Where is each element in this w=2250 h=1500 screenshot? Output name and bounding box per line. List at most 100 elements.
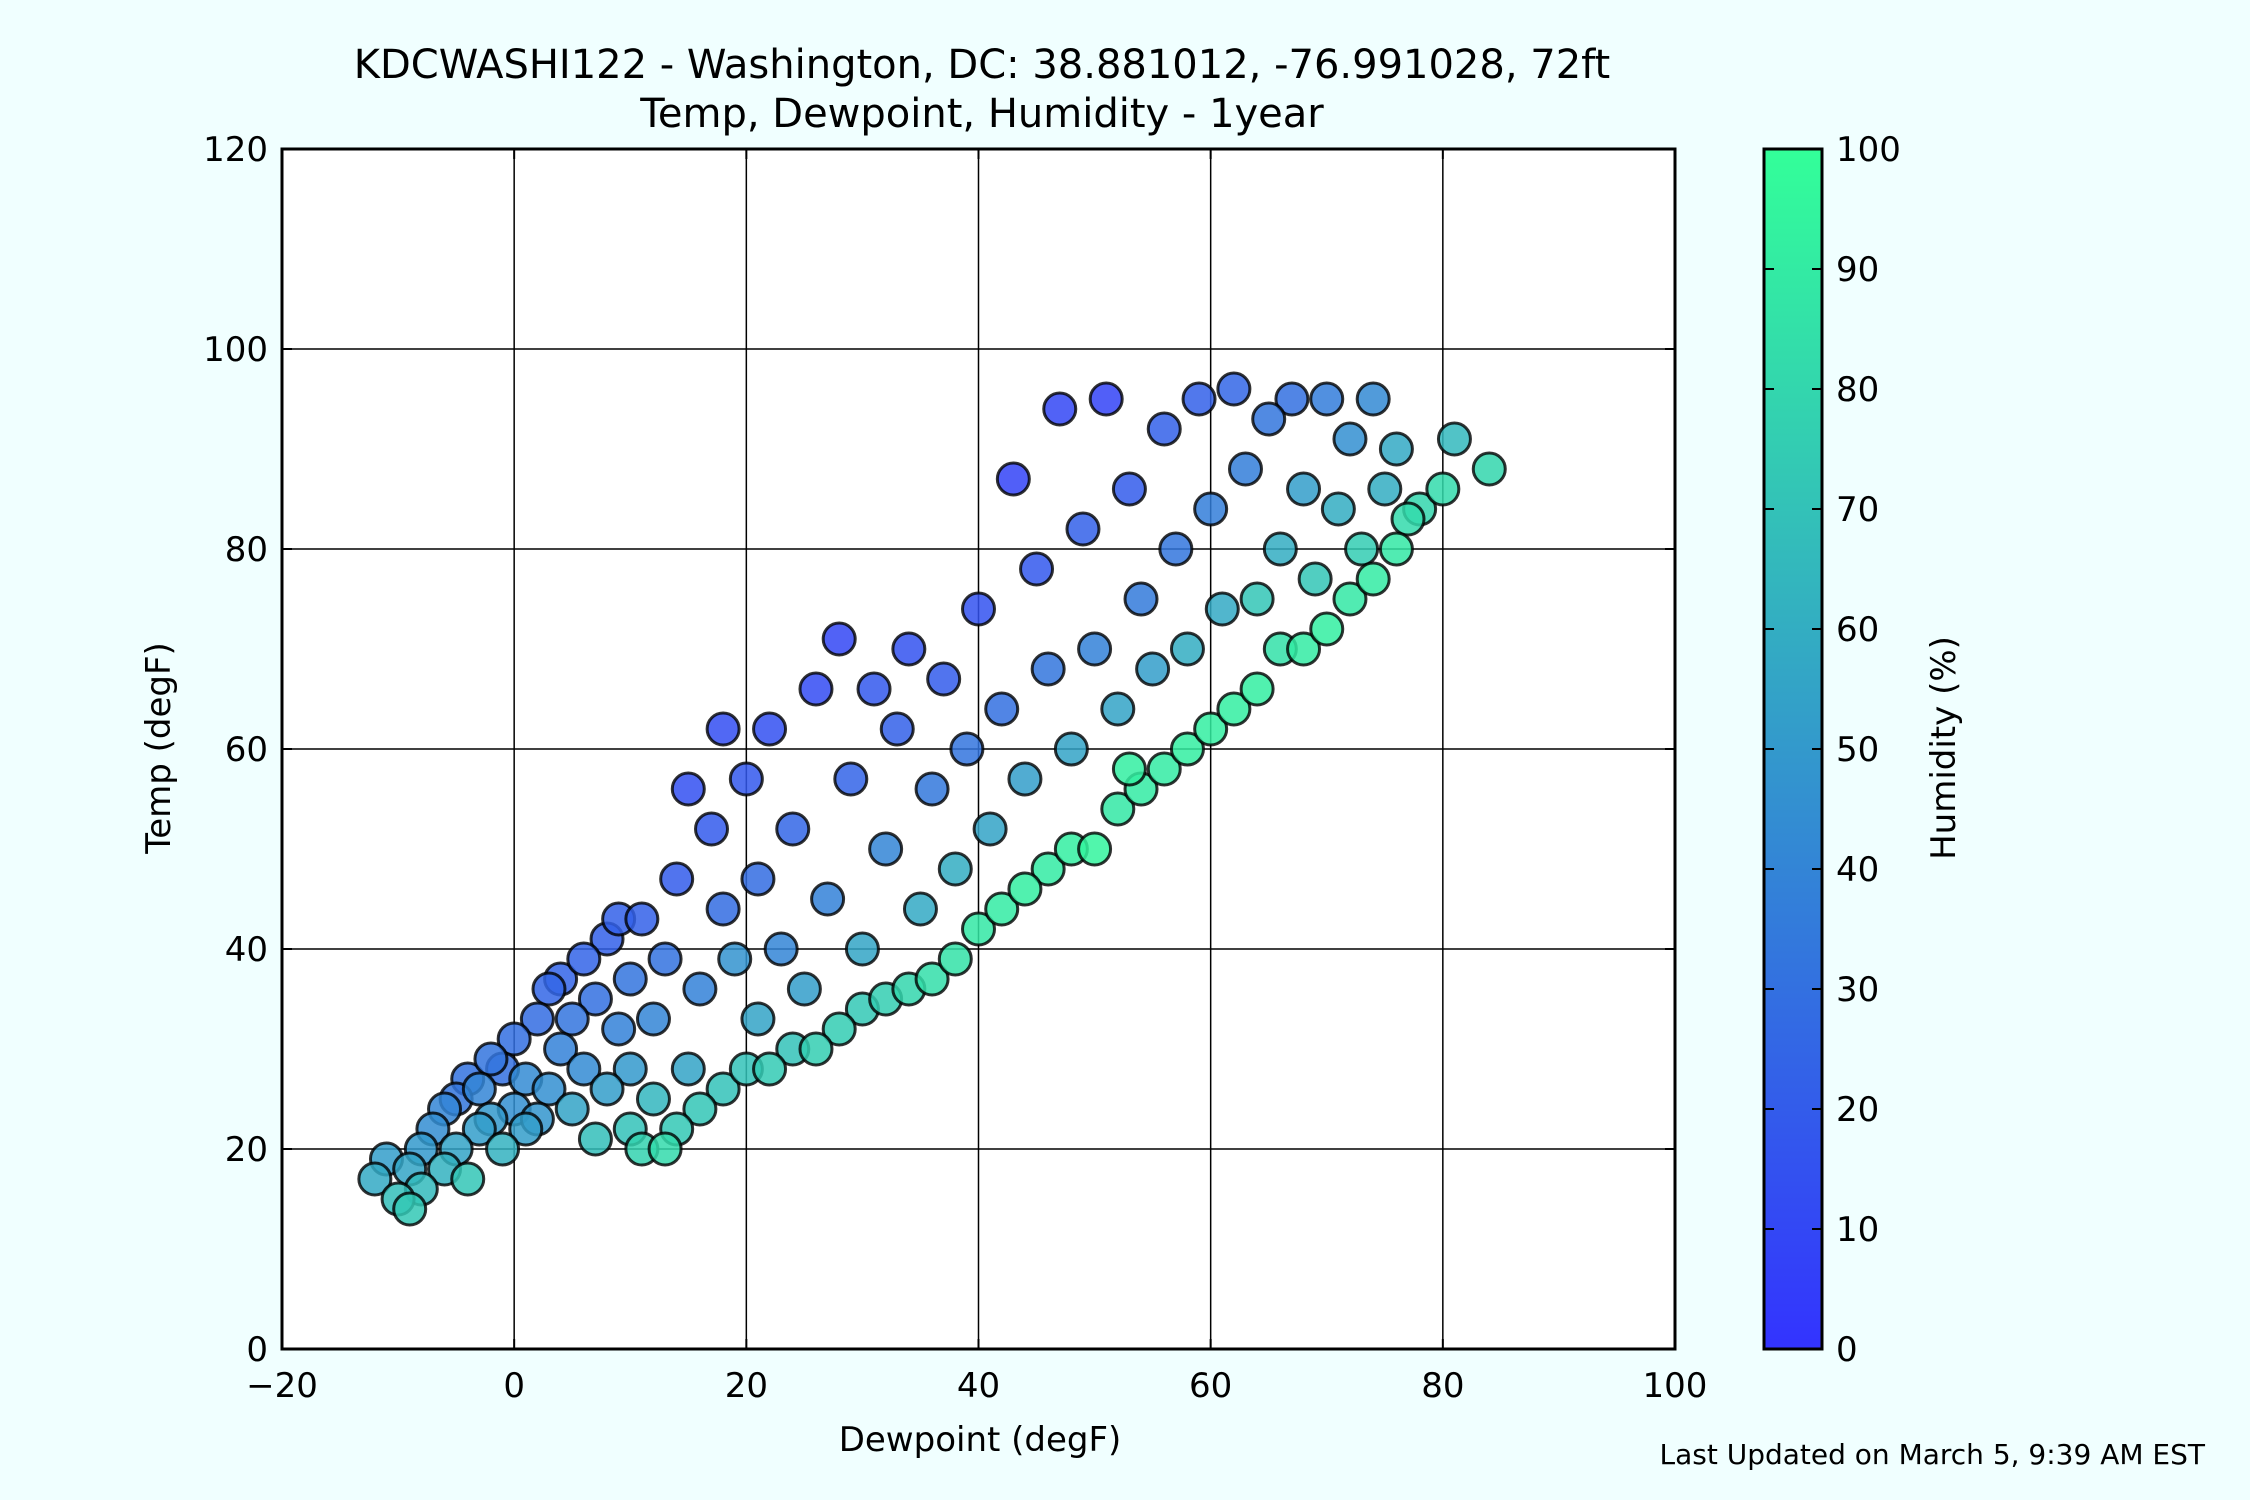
scatter-point	[1019, 551, 1055, 587]
scatter-point	[1146, 751, 1182, 787]
scatter-point	[1030, 851, 1066, 887]
colorbar-tick-label: 10	[1836, 1210, 1879, 1250]
scatter-point	[1088, 381, 1124, 417]
scatter-point	[531, 971, 567, 1007]
scatter-point	[705, 891, 741, 927]
scatter-point	[740, 861, 776, 897]
scatter-point	[868, 831, 904, 867]
x-tick-label: −20	[246, 1366, 318, 1406]
scatter-point	[392, 1191, 428, 1227]
scatter-point	[775, 811, 811, 847]
scatter-point	[670, 1051, 706, 1087]
y-tick-label: 0	[246, 1330, 268, 1370]
scatter-point	[763, 931, 799, 967]
scatter-point	[519, 1001, 555, 1037]
scatter-point	[1111, 751, 1147, 787]
colorbar-tick-label: 70	[1836, 490, 1879, 530]
scatter-point	[1332, 421, 1368, 457]
scatter-point	[1077, 831, 1113, 867]
scatter-point	[612, 961, 648, 997]
y-tick-label: 100	[203, 330, 268, 370]
scatter-point	[647, 941, 683, 977]
x-tick-label: 0	[503, 1366, 525, 1406]
y-tick-label: 20	[225, 1130, 268, 1170]
y-tick-label: 120	[203, 130, 268, 170]
scatter-point	[601, 1011, 637, 1047]
scatter-point	[810, 881, 846, 917]
scatter-point	[879, 711, 915, 747]
chart-title-line2: Temp, Dewpoint, Humidity - 1year	[639, 91, 1324, 137]
chart-title-line1: KDCWASHI122 - Washington, DC: 38.881012,…	[354, 42, 1610, 88]
scatter-point	[914, 961, 950, 997]
scatter-point	[1169, 631, 1205, 667]
scatter-point	[624, 901, 660, 937]
colorbar-tick-label: 60	[1836, 610, 1879, 650]
scatter-point	[577, 1121, 613, 1157]
scatter-point	[1309, 611, 1345, 647]
scatter-point	[949, 731, 985, 767]
scatter-point	[937, 941, 973, 977]
scatter-point	[1262, 531, 1298, 567]
scatter-point	[1390, 501, 1426, 537]
scatter-point	[961, 591, 996, 627]
scatter-point	[485, 1131, 521, 1167]
scatter-point	[1216, 371, 1252, 407]
scatter-point	[1135, 651, 1171, 687]
last-updated-text: Last Updated on March 5, 9:39 AM EST	[1659, 1438, 2205, 1471]
scatter-point	[612, 1051, 648, 1087]
scatter-point	[659, 861, 695, 897]
scatter-point	[891, 631, 927, 667]
x-axis-label: Dewpoint (degF)	[839, 1420, 1122, 1460]
scatter-point	[740, 1001, 776, 1037]
colorbar-tick-label: 90	[1836, 250, 1879, 290]
scatter-point	[1355, 561, 1391, 597]
scatter-point	[1169, 731, 1205, 767]
scatter-point	[786, 971, 822, 1007]
scatter-point	[1030, 651, 1066, 687]
scatter-point	[961, 911, 996, 947]
scatter-point	[844, 931, 880, 967]
scatter-point	[1100, 791, 1136, 827]
scatter-point	[1181, 381, 1217, 417]
scatter-point	[647, 1131, 683, 1167]
scatter-point	[798, 671, 834, 707]
colorbar-label: Humidity (%)	[1924, 636, 1964, 860]
scatter-point	[635, 1001, 671, 1037]
scatter-point	[461, 1111, 497, 1147]
scatter-point	[1251, 401, 1287, 437]
scatter-point	[1297, 561, 1333, 597]
colorbar-ticks: 0 10 20 30 40 50 60 70 80 90 100	[1764, 130, 1901, 1370]
x-tick-label: 20	[725, 1366, 768, 1406]
scatter-point	[670, 771, 706, 807]
scatter-point	[1204, 591, 1240, 627]
scatter-point	[1367, 471, 1403, 507]
y-axis-label: Temp (degF)	[139, 642, 179, 855]
scatter-point	[554, 1001, 590, 1037]
y-tick-label: 80	[225, 530, 268, 570]
scatter-point	[473, 1041, 509, 1077]
scatter-point	[856, 671, 892, 707]
scatter-point	[496, 1021, 532, 1057]
scatter-point	[566, 941, 602, 977]
scatter-point	[984, 691, 1020, 727]
scatter-point	[1065, 511, 1101, 547]
scatter-point	[752, 1051, 788, 1087]
colorbar-tick-label: 30	[1836, 970, 1879, 1010]
scatter-point	[531, 1071, 567, 1107]
scatter-point	[357, 1161, 393, 1197]
scatter-point	[1216, 691, 1252, 727]
scatter-point	[1158, 531, 1194, 567]
scatter-point	[1111, 471, 1147, 507]
scatter-point	[1100, 691, 1136, 727]
scatter-point	[635, 1081, 671, 1117]
scatter-point	[1123, 581, 1159, 617]
scatter-point	[705, 711, 741, 747]
scatter-point	[450, 1161, 486, 1197]
x-tick-label: 80	[1421, 1366, 1464, 1406]
scatter-point	[1227, 451, 1263, 487]
scatter-point	[1007, 871, 1043, 907]
scatter-point	[752, 711, 788, 747]
scatter-point	[589, 1071, 625, 1107]
scatter-point	[682, 971, 718, 1007]
